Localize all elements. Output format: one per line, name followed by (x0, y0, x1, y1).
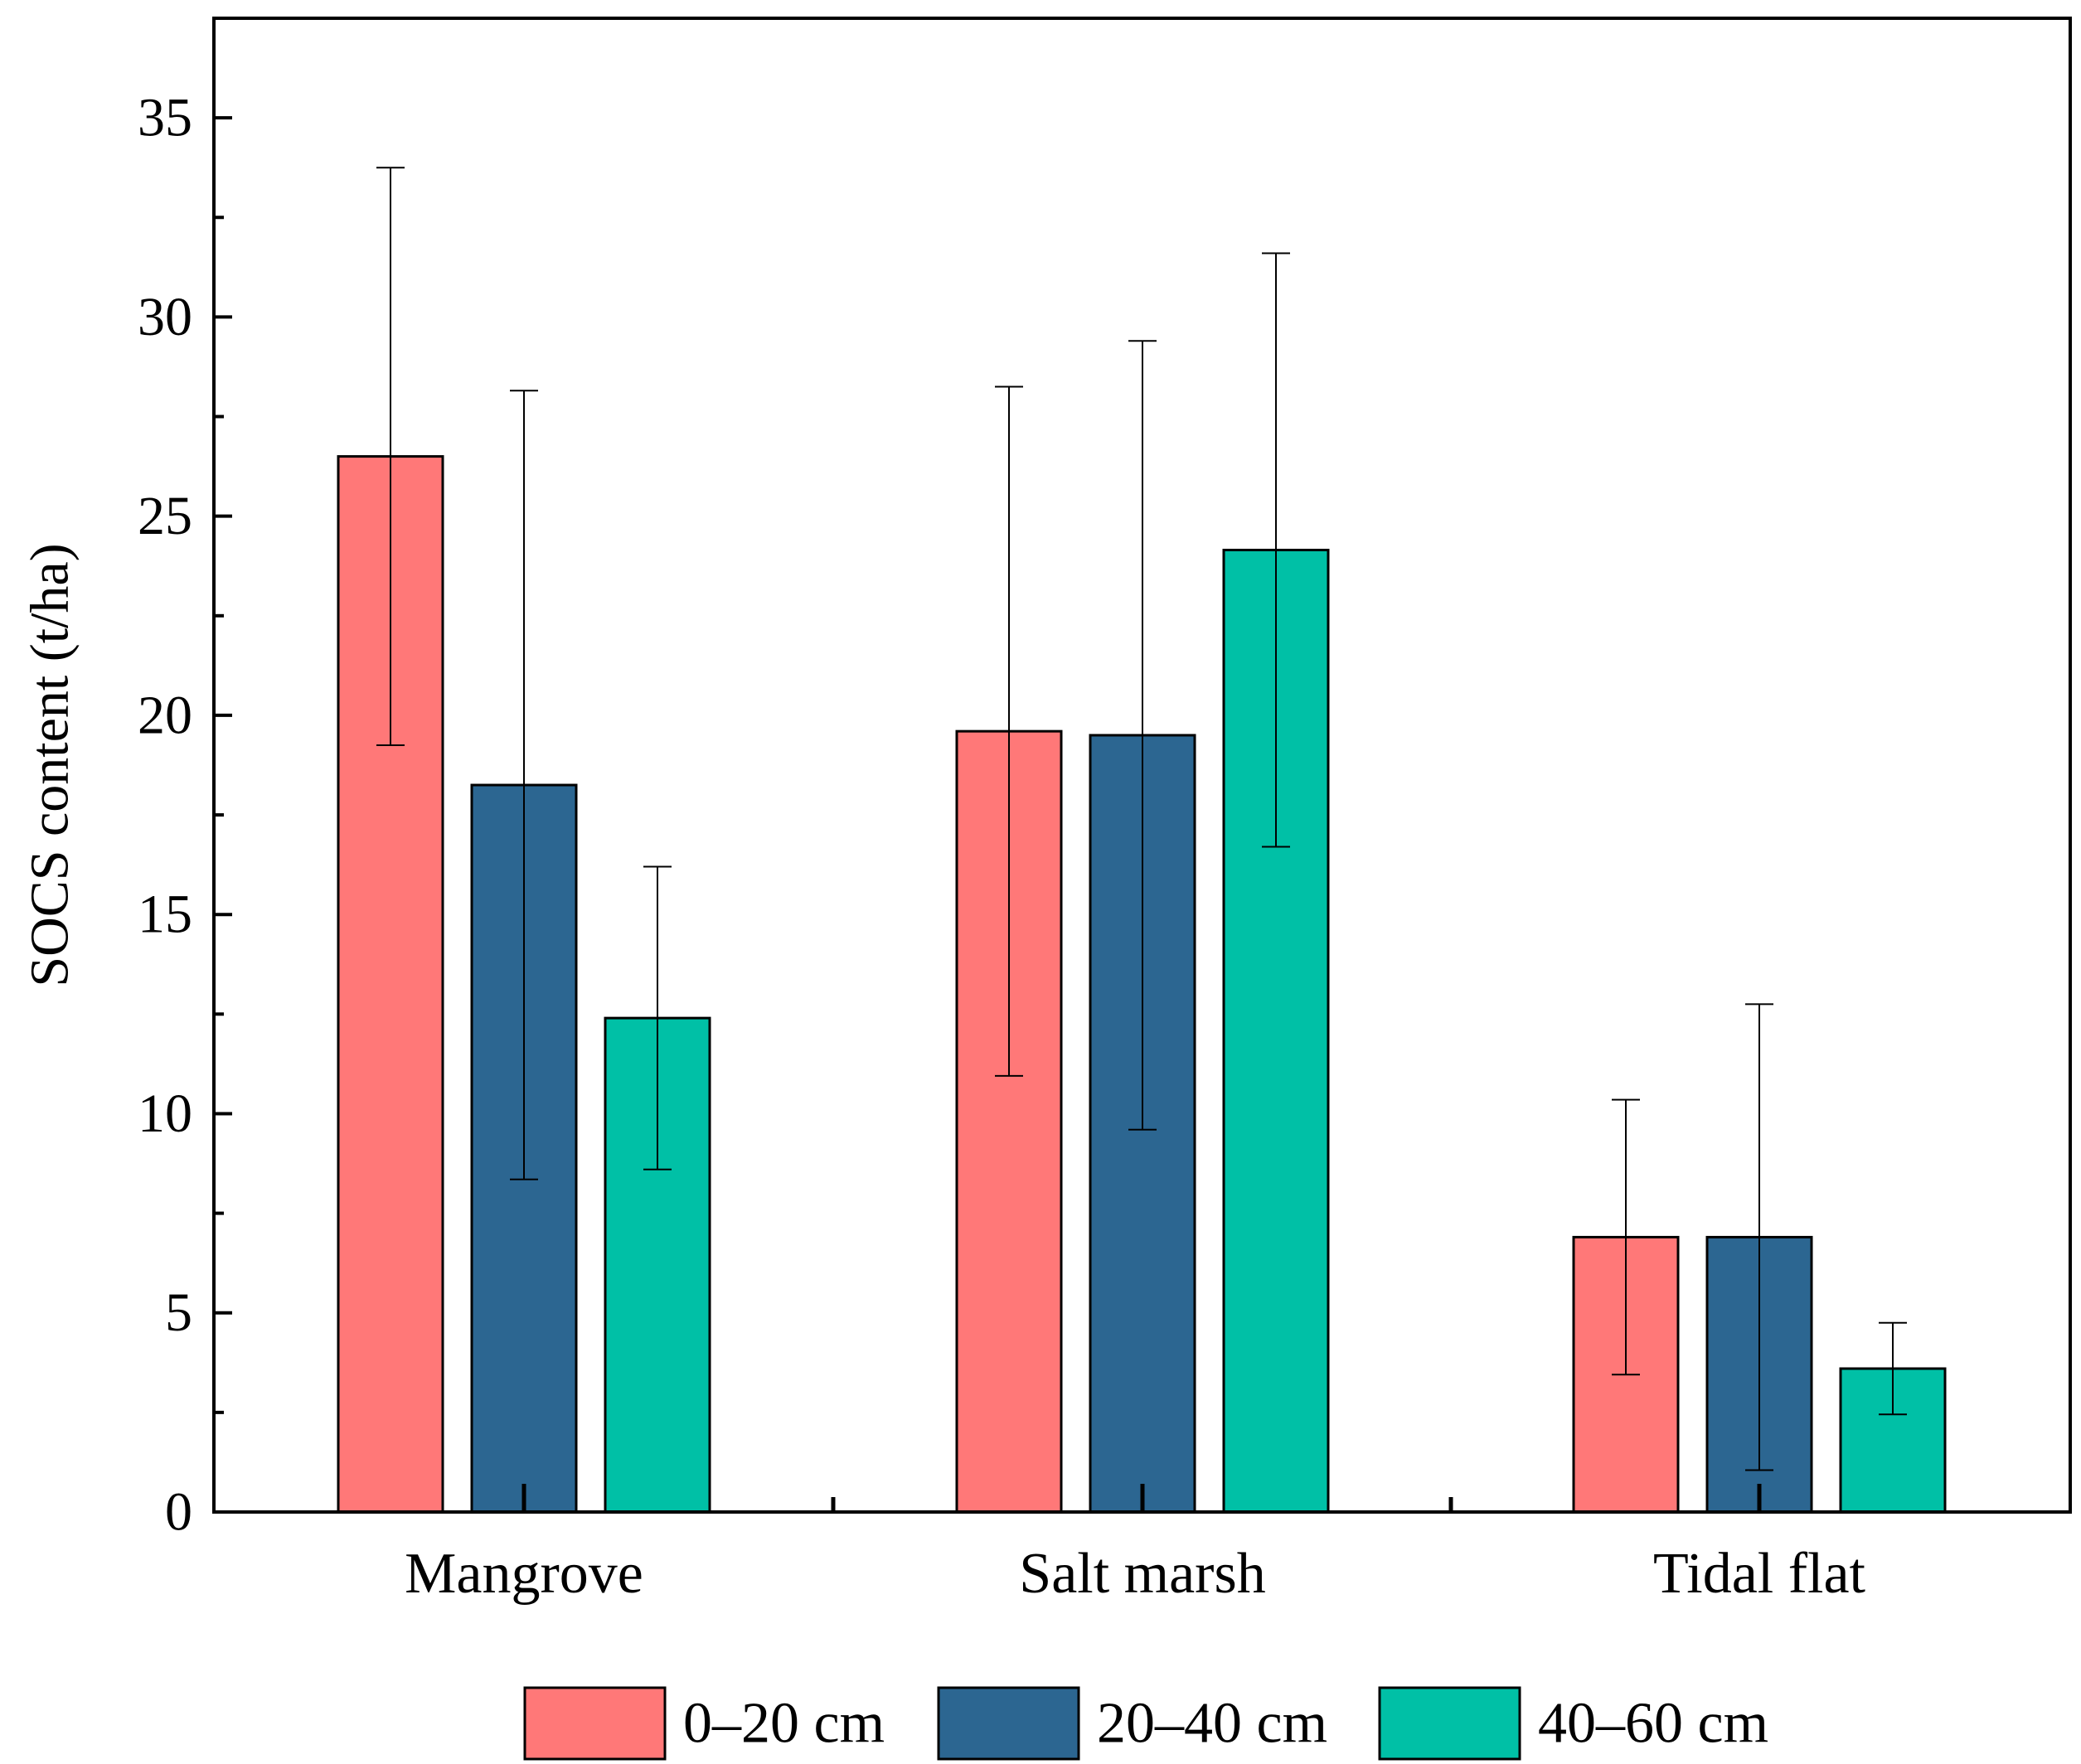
y-tick-label: 10 (138, 1083, 192, 1144)
x-category-label: Tidal flat (1653, 1542, 1866, 1606)
x-category-label: Mangrove (405, 1542, 643, 1606)
legend-label: 40–60 cm (1538, 1692, 1768, 1756)
legend-swatch (523, 1686, 667, 1761)
y-tick-label: 15 (138, 884, 192, 945)
y-axis-title: SOCS content (t/ha) (20, 543, 80, 986)
x-category-label: Salt marsh (1019, 1542, 1265, 1606)
y-tick-label: 20 (138, 685, 192, 745)
legend: 0–20 cm 20–40 cm 40–60 cm (523, 1686, 1768, 1761)
y-tick-label: 0 (165, 1482, 192, 1543)
legend-swatch (1378, 1686, 1521, 1761)
y-tick-label: 35 (138, 88, 192, 148)
y-tick-label: 25 (138, 486, 192, 546)
legend-label: 20–40 cm (1097, 1692, 1327, 1756)
legend-swatch (937, 1686, 1080, 1761)
legend-label: 0–20 cm (683, 1692, 885, 1756)
y-tick-label: 5 (165, 1282, 192, 1343)
plot-area (337, 167, 1947, 1514)
axes: 0 5 10 15 20 25 30 35 Mangrove Salt marsh Tidal fl… (20, 17, 2072, 1606)
y-tick-label: 30 (138, 287, 192, 347)
